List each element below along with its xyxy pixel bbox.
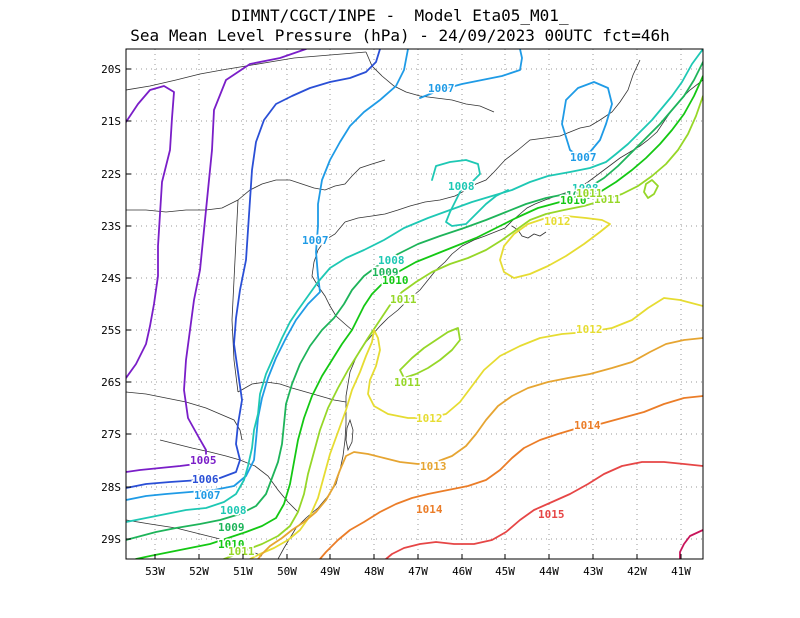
isobar-1005 [126, 85, 175, 379]
border-paraguay [126, 199, 239, 213]
contour-label-1010-ne: 1010 [560, 194, 587, 207]
contour-label-1012-s: 1012 [416, 412, 443, 425]
isobar-1012 [249, 297, 703, 559]
isobar-1013 [257, 337, 703, 559]
bay-guanabara [511, 225, 547, 239]
island-sc [345, 418, 354, 452]
lat-label-21s: 21S [101, 115, 121, 128]
isobar-1009 [126, 61, 703, 541]
map-frame [125, 48, 704, 560]
title-line-2: Sea Mean Level Pressure (hPa) - 24/09/20… [130, 26, 670, 45]
isobar-1007-ring [561, 81, 613, 157]
isobar-1007-ne [419, 49, 523, 99]
lon-label-49w: 49W [320, 565, 340, 578]
isobar-1005-b [126, 49, 307, 473]
lat-label-28s: 28S [101, 481, 121, 494]
isobar-1014 [319, 395, 703, 559]
contour-label-1011-w: 1011 [390, 293, 417, 306]
contour-label-1012-ne: 1012 [544, 215, 571, 228]
lat-label-22s: 22S [101, 168, 121, 181]
contour-label-1008-sw: 1008 [220, 504, 247, 517]
lat-label-20s: 20S [101, 63, 121, 76]
isobar-1011 [223, 95, 703, 559]
contour-label-1012-e: 1012 [576, 323, 603, 336]
contour-label-1007-ne: 1007 [570, 151, 597, 164]
lon-label-51w: 51W [233, 565, 253, 578]
border-ms-sp [237, 159, 386, 201]
lon-label-43w: 43W [583, 565, 603, 578]
border-sp-pr [311, 221, 353, 331]
coastline [277, 79, 703, 559]
border-argentina [126, 391, 243, 441]
isobar-1008-ring [431, 159, 509, 227]
contour-label-1011-s: 1011 [394, 376, 421, 389]
contour-label-1011-ne: 1011 [594, 193, 621, 206]
contour-label-1010-w: 1010 [382, 274, 409, 287]
isobar-1010 [135, 75, 703, 559]
border-mg-rj [465, 137, 546, 191]
border-mg-es [544, 59, 641, 139]
contour-label-1006: 1006 [192, 473, 219, 486]
lon-label-41w: 41W [671, 565, 691, 578]
contour-label-1013: 1013 [420, 460, 447, 473]
isobar-1011-pocket [399, 327, 461, 379]
border-uruguay [126, 519, 263, 557]
contour-label-1015: 1015 [538, 508, 565, 521]
contour-label-1014-s: 1014 [416, 503, 443, 516]
contour-label-1009-sw: 1009 [218, 521, 245, 534]
lat-label-29s: 29S [101, 533, 121, 546]
coastline-borders [126, 51, 703, 559]
border-pr-sc [237, 381, 347, 403]
lat-label-25s: 25S [101, 324, 121, 337]
border-ms-pr [231, 199, 239, 393]
contour-label-1008-n: 1008 [448, 180, 475, 193]
lon-label-50w: 50W [277, 565, 297, 578]
tick-marks [126, 68, 682, 559]
lon-label-48w: 48W [364, 565, 384, 578]
isobar-1015 [385, 461, 703, 559]
contour-label-1009-ne: 1009 [566, 189, 593, 202]
lat-label-23s: 23S [101, 220, 121, 233]
contour-label-1011-x: 1011 [576, 187, 603, 200]
contour-label-1005: 1005 [190, 454, 217, 467]
contour-label-1007-n: 1007 [428, 82, 455, 95]
isobar-1016 [679, 529, 703, 559]
contour-label-1010-sw: 1010 [218, 538, 245, 551]
contour-label-1007-sw: 1007 [194, 489, 221, 502]
contour-label-1008-ne: 1008 [572, 182, 599, 195]
lat-label-27s: 27S [101, 428, 121, 441]
lon-label-52w: 52W [189, 565, 209, 578]
lon-label-47w: 47W [408, 565, 428, 578]
contour-label-1009-w: 1009 [372, 266, 399, 279]
contour-label-1014-e: 1014 [574, 419, 601, 432]
isobar-1007 [126, 49, 409, 501]
lat-label-24s: 24S [101, 272, 121, 285]
isobar-1011-ring [643, 179, 659, 199]
border-sc-rs [159, 439, 299, 513]
lon-label-42w: 42W [627, 565, 647, 578]
title-line-1: DIMNT/CGCT/INPE - Model Eta05_M01_ [231, 6, 569, 25]
contour-label-1008-w: 1008 [378, 254, 405, 267]
contour-label-1011-sw: 1011 [228, 545, 255, 558]
isobar-1008 [126, 49, 703, 523]
lon-label-44w: 44W [539, 565, 559, 578]
lon-label-45w: 45W [495, 565, 515, 578]
lon-label-53w: 53W [145, 565, 165, 578]
lat-label-26s: 26S [101, 376, 121, 389]
isobar-1012-pocket [499, 215, 611, 279]
border-sp-mg [344, 189, 467, 223]
isobar-1006 [126, 49, 381, 489]
contour-label-1007-w: 1007 [302, 234, 329, 247]
river-parana [365, 51, 495, 113]
lon-label-46w: 46W [452, 565, 472, 578]
